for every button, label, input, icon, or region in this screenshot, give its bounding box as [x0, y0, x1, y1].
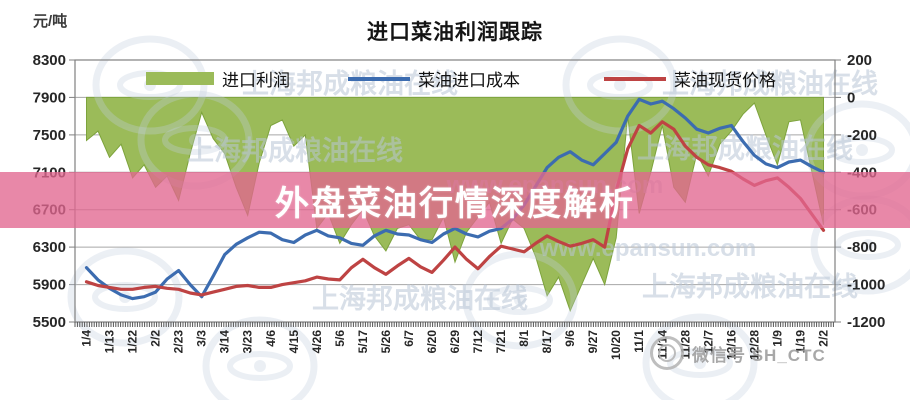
svg-text:1/22: 1/22 [126, 330, 140, 354]
svg-text:5/6: 5/6 [333, 330, 347, 347]
legend-label: 菜油现货价格 [674, 71, 776, 90]
line-swatch-icon [348, 76, 410, 81]
svg-text:4/15: 4/15 [287, 330, 301, 354]
svg-text:7/12: 7/12 [471, 330, 485, 354]
svg-text:8300: 8300 [33, 52, 66, 69]
svg-text:9/6: 9/6 [563, 330, 577, 347]
svg-text:0: 0 [847, 89, 855, 106]
area-swatch-icon [146, 72, 214, 85]
svg-text:5/17: 5/17 [356, 330, 370, 354]
wechat-stamp-icon [650, 336, 684, 370]
legend-item-spot-price: 菜油现货价格 [604, 66, 776, 91]
chart-title: 进口菜油利润跟踪 [367, 21, 543, 44]
brand-watermark-text: 上海邦成粮油在线 [637, 133, 853, 164]
site-url-watermark-text: www.epansun.com [539, 235, 756, 262]
svg-text:7900: 7900 [33, 89, 66, 106]
legend-label: 进口利润 [222, 71, 290, 90]
svg-text:8/17: 8/17 [540, 330, 554, 354]
wechat-watermark: 微信号 SH_CTC [650, 336, 826, 370]
brand-watermark-text: 上海邦成粮油在线 [642, 271, 858, 302]
svg-text:5900: 5900 [33, 277, 66, 294]
line-swatch-icon [604, 76, 666, 81]
svg-text:5/26: 5/26 [379, 330, 393, 354]
x-axis-minor-ticks [74, 322, 834, 327]
overlay-banner: 外盘菜油行情深度解析 [0, 172, 910, 228]
svg-text:1/9: 1/9 [770, 330, 784, 347]
svg-text:9/27: 9/27 [586, 330, 600, 354]
svg-text:12/28: 12/28 [747, 330, 761, 360]
svg-text:6/7: 6/7 [402, 330, 416, 347]
x-axis-labels: 1/4 1/13 1/22 2/2 2/23 3/3 3/14 3/23 4/6 4/15 4/26… [80, 330, 831, 360]
svg-text:1/19: 1/19 [794, 330, 808, 354]
brand-logo-icon [462, 250, 578, 350]
svg-text:12/16: 12/16 [724, 330, 738, 360]
svg-text:6/20: 6/20 [425, 330, 439, 354]
banner-headline: 外盘菜油行情深度解析 [275, 184, 635, 223]
brand-watermark-text: 上海邦成粮油在线 [312, 283, 528, 314]
svg-text:-800: -800 [847, 239, 877, 256]
svg-text:-1000: -1000 [847, 277, 885, 294]
svg-text:3/14: 3/14 [218, 330, 232, 354]
svg-text:-1200: -1200 [847, 314, 885, 331]
svg-text:1/4: 1/4 [80, 330, 94, 347]
svg-text:3/23: 3/23 [241, 330, 255, 354]
chart-legend: 进口利润 菜油进口成本 菜油现货价格 [0, 66, 910, 94]
svg-text:1/13: 1/13 [103, 330, 117, 354]
svg-text:3/3: 3/3 [195, 330, 209, 347]
svg-text:4/6: 4/6 [264, 330, 278, 347]
svg-text:2/23: 2/23 [172, 330, 186, 354]
svg-text:-200: -200 [847, 127, 877, 144]
legend-item-import-profit: 进口利润 [146, 66, 290, 91]
svg-text:4/26: 4/26 [310, 330, 324, 354]
legend-item-import-cost: 菜油进口成本 [348, 66, 520, 91]
y-axis-unit-label: 元/吨 [33, 13, 68, 30]
svg-text:12/7: 12/7 [701, 330, 715, 354]
brand-watermark-text: 上海邦成粮油在线 [662, 68, 878, 99]
svg-text:7500: 7500 [33, 127, 66, 144]
svg-text:7/21: 7/21 [494, 330, 508, 354]
wechat-id-label: 微信号 SH_CTC [692, 345, 826, 365]
svg-text:6/29: 6/29 [448, 330, 462, 354]
brand-watermark-text: 上海邦成粮油在线 [187, 135, 403, 166]
svg-text:11/1: 11/1 [632, 330, 646, 353]
series-line-0 [84, 97, 826, 301]
svg-text:8/1: 8/1 [517, 330, 531, 347]
svg-text:200: 200 [847, 52, 872, 69]
svg-text:2/2: 2/2 [817, 330, 831, 347]
brand-watermark-text: 上海邦成粮油在线 [242, 68, 458, 99]
series-line-1 [84, 120, 826, 297]
svg-text:5500: 5500 [33, 314, 66, 331]
svg-text:10/20: 10/20 [609, 330, 623, 360]
legend-label: 菜油进口成本 [418, 71, 520, 90]
brand-logo-icon [202, 316, 318, 400]
svg-text:6300: 6300 [33, 239, 66, 256]
svg-text:2/2: 2/2 [149, 330, 163, 347]
